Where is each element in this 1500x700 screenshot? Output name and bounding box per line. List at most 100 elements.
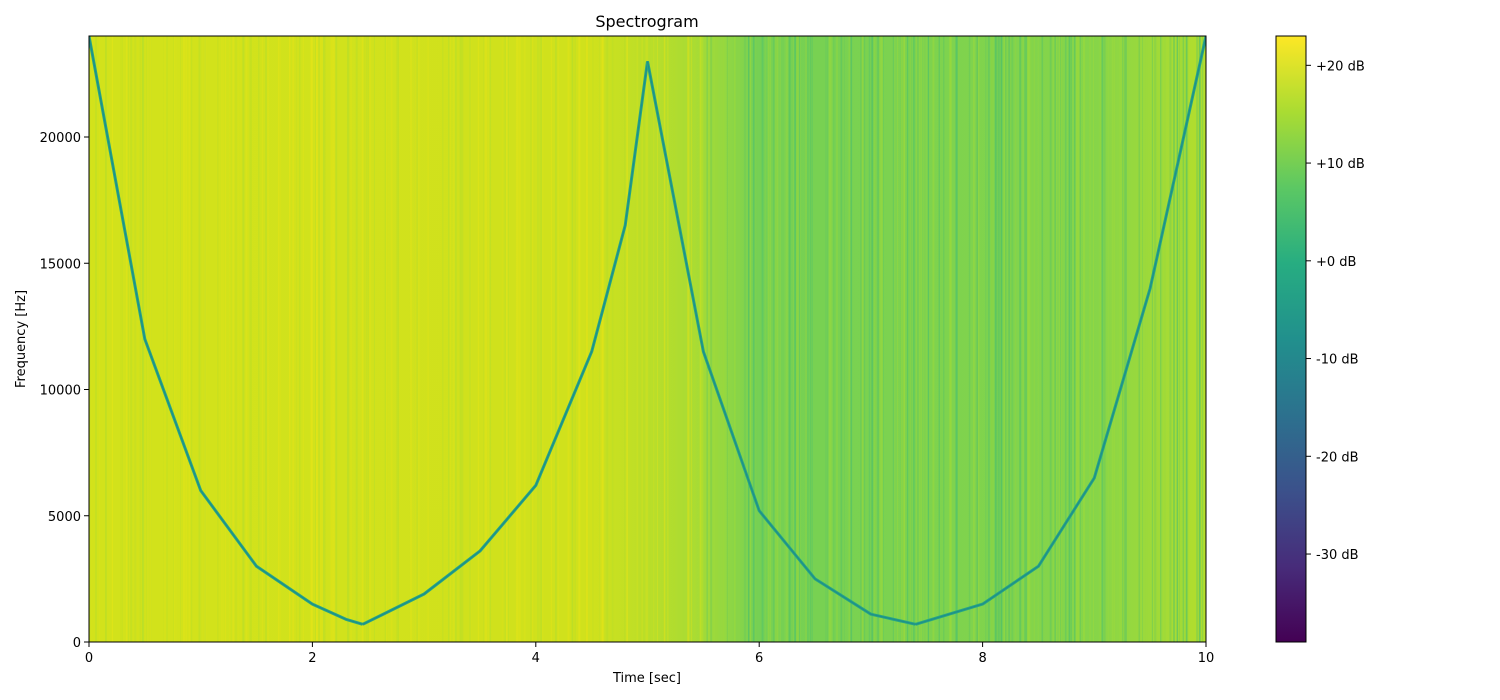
chart-title: Spectrogram [595,12,698,31]
texture-streak [1030,36,1032,642]
texture-streak [811,36,813,642]
texture-streak [504,36,507,642]
texture-streak [501,36,503,642]
texture-streak [764,36,766,642]
texture-streak [862,36,864,642]
texture-streak [292,36,295,642]
texture-streak [1060,36,1063,642]
texture-streak [1022,36,1024,642]
texture-streak [516,36,518,642]
texture-streak [184,36,186,642]
texture-streak [976,36,978,642]
texture-streak [507,36,509,642]
texture-streak [1113,36,1116,642]
texture-streak [320,36,323,642]
texture-streak [296,36,297,642]
texture-streak [892,36,894,642]
texture-streak [384,36,386,642]
texture-streak [920,36,922,642]
texture-streak [849,36,851,642]
texture-streak [690,36,693,642]
texture-streak [229,36,230,642]
texture-streak [744,36,746,642]
texture-streak [1138,36,1141,642]
texture-streak [1003,36,1005,642]
texture-streak [1075,36,1078,642]
texture-streak [1185,36,1187,642]
texture-streak [909,36,912,642]
texture-streak [1050,36,1052,642]
texture-streak [991,36,994,642]
texture-streak [310,36,313,642]
texture-streak [1101,36,1104,642]
texture-streak [578,36,581,642]
texture-streak [1033,36,1035,642]
texture-streak [1027,36,1030,642]
texture-streak [979,36,980,642]
texture-streak [776,36,779,642]
texture-streak [916,36,918,642]
texture-streak [538,36,541,642]
texture-streak [723,36,726,642]
y-axis-label: Frequency [Hz] [14,290,29,388]
texture-streak [460,36,462,642]
texture-streak [976,36,978,642]
texture-streak [798,36,801,642]
texture-streak [505,36,508,642]
texture-streak [646,36,648,642]
texture-streak [331,36,334,642]
y-tick-label: 5000 [48,510,81,525]
texture-streak [913,36,915,642]
texture-streak [320,36,321,642]
texture-streak [1186,36,1187,642]
texture-streak [1125,36,1127,642]
y-tick-label: 10000 [40,384,81,399]
texture-streak [540,36,543,642]
chirp-line-core [89,36,363,625]
texture-streak [204,36,207,642]
texture-streak [1000,36,1002,642]
texture-streak [204,36,206,642]
texture-streak [314,36,316,642]
texture-streak [836,36,838,642]
texture-streak [489,36,492,642]
texture-streak [784,36,786,642]
texture-streak [600,36,602,642]
texture-streak [673,36,675,642]
texture-streak [1074,36,1076,642]
texture-streak [126,36,128,642]
texture-streak [624,36,626,642]
texture-streak [977,36,980,642]
texture-streak [788,36,790,642]
plot-frame [88,35,1207,643]
texture-streak [361,36,363,642]
texture-streak [687,36,690,642]
texture-streak [250,36,252,642]
texture-streak [485,36,488,642]
texture-streak [247,36,249,642]
texture-streak [267,36,269,642]
x-tick-label: 8 [978,651,986,666]
texture-streak [587,36,590,642]
texture-streak [418,36,420,642]
colorbar-tick-label: -10 dB [1316,353,1359,368]
texture-streak [973,36,975,642]
texture-streak [258,36,260,642]
texture-streak [850,36,853,642]
texture-streak [754,36,756,642]
texture-streak [1160,36,1163,642]
texture-streak [325,36,326,642]
texture-streak [164,36,166,642]
texture-streak [938,36,940,642]
texture-streak [716,36,718,642]
texture-streak [643,36,645,642]
texture-streak [626,36,628,642]
texture-streak [840,36,843,642]
texture-streak [517,36,520,642]
texture-streak [302,36,305,642]
texture-streak [748,36,750,642]
texture-streak [722,36,725,642]
texture-streak [792,36,794,642]
texture-streak [1083,36,1085,642]
texture-streak [1173,36,1175,642]
